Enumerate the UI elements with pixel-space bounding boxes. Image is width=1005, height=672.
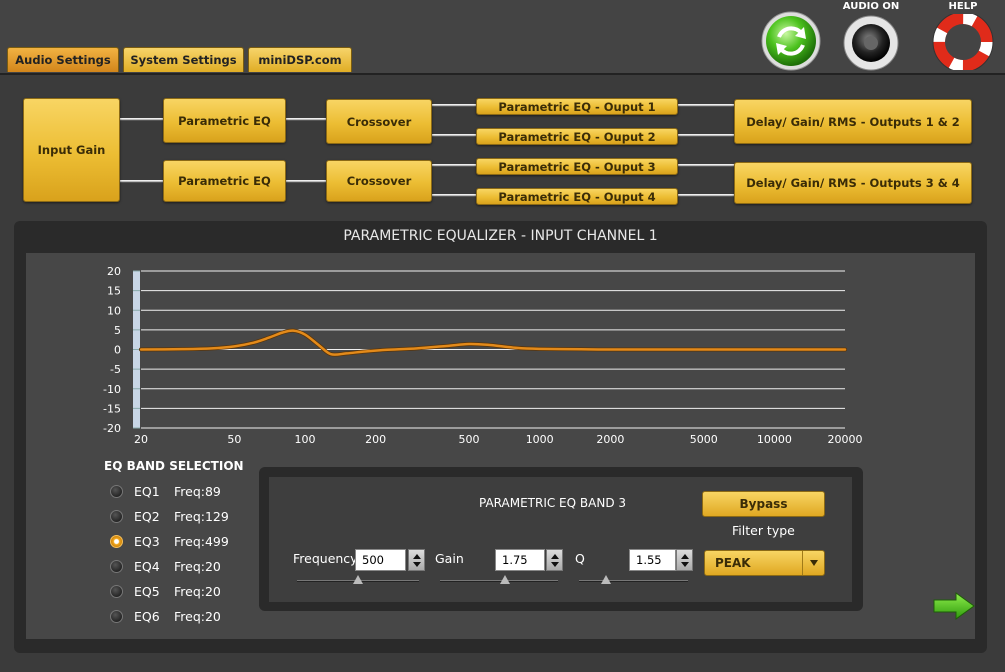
spin-down-icon xyxy=(681,562,689,567)
parametric-eq-output-3-block[interactable]: Parametric EQ - Ouput 3 xyxy=(476,158,678,175)
wire xyxy=(676,164,736,167)
refresh-icon[interactable] xyxy=(760,10,822,72)
band-radio[interactable] xyxy=(110,609,123,623)
filter-type-value: PEAK xyxy=(715,556,751,570)
gain-label: Gain xyxy=(435,551,464,566)
spin-up-icon xyxy=(551,554,559,559)
q-label: Q xyxy=(575,551,585,566)
band-panel-title: PARAMETRIC EQ BAND 3 xyxy=(478,496,627,510)
next-arrow-icon[interactable] xyxy=(932,591,976,621)
gain-slider[interactable] xyxy=(440,580,558,582)
frequency-spinner[interactable] xyxy=(408,549,425,571)
band-frequency: Freq:20 xyxy=(174,583,221,599)
delay-gain-rms-outputs-3-4-block[interactable]: Delay/ Gain/ RMS - Outputs 3 & 4 xyxy=(734,162,972,204)
eq-band-row[interactable]: EQ5 Freq:20 xyxy=(110,582,221,600)
wire xyxy=(676,104,736,107)
spin-up-icon xyxy=(681,554,689,559)
wire xyxy=(432,104,477,107)
parametric-eq-output-4-block[interactable]: Parametric EQ - Ouput 4 xyxy=(476,188,678,205)
tab-minidsp[interactable]: miniDSP.com xyxy=(248,47,352,72)
q-spinner[interactable] xyxy=(676,549,693,571)
speaker-icon[interactable] xyxy=(842,14,900,72)
lifebuoy-help-icon[interactable] xyxy=(932,11,994,73)
audio-on-label: AUDIO ON xyxy=(842,1,900,12)
parametric-eq-block-1[interactable]: Parametric EQ xyxy=(163,98,286,143)
band-radio[interactable] xyxy=(110,584,123,598)
band-radio[interactable] xyxy=(110,559,123,573)
eq-band-selection-title: EQ BAND SELECTION xyxy=(104,459,244,473)
frequency-slider-thumb[interactable] xyxy=(353,575,363,584)
spin-down-icon xyxy=(551,562,559,567)
band-frequency: Freq:20 xyxy=(174,558,221,574)
wire xyxy=(120,180,164,183)
band-radio[interactable] xyxy=(110,534,123,548)
band-frequency: Freq:499 xyxy=(174,533,229,549)
eq-band-row[interactable]: EQ4 Freq:20 xyxy=(110,557,221,575)
crossover-block-2[interactable]: Crossover xyxy=(326,160,432,202)
spin-down-icon xyxy=(413,562,421,567)
band-radio[interactable] xyxy=(110,484,123,498)
wire xyxy=(676,134,736,137)
wire xyxy=(432,194,477,197)
frequency-label: Frequency xyxy=(293,551,358,566)
spin-up-icon xyxy=(413,554,421,559)
band-name: EQ6 xyxy=(134,608,160,624)
q-slider-thumb[interactable] xyxy=(601,575,612,584)
wire xyxy=(432,164,477,167)
wire xyxy=(286,180,328,183)
frequency-input[interactable]: 500 xyxy=(355,549,406,571)
q-input[interactable]: 1.55 xyxy=(629,549,676,571)
band-name: EQ1 xyxy=(134,483,160,499)
help-label: HELP xyxy=(948,1,978,12)
eq-band-row[interactable]: EQ1 Freq:89 xyxy=(110,482,221,500)
wire xyxy=(432,134,477,137)
band-radio[interactable] xyxy=(110,509,123,523)
eq-band-row[interactable]: EQ6 Freq:20 xyxy=(110,607,221,625)
band-name: EQ4 xyxy=(134,558,160,574)
q-slider[interactable] xyxy=(579,580,688,582)
wire xyxy=(676,194,736,197)
tab-system-settings[interactable]: System Settings xyxy=(123,47,244,72)
gain-input[interactable]: 1.75 xyxy=(495,549,545,571)
bypass-button[interactable]: Bypass xyxy=(702,491,825,517)
band-name: EQ2 xyxy=(134,508,160,524)
delay-gain-rms-outputs-1-2-block[interactable]: Delay/ Gain/ RMS - Outputs 1 & 2 xyxy=(734,99,972,144)
parametric-eq-output-1-block[interactable]: Parametric EQ - Ouput 1 xyxy=(476,98,678,115)
wire xyxy=(120,118,164,121)
input-gain-block[interactable]: Input Gain xyxy=(23,98,120,202)
panel-title: PARAMETRIC EQUALIZER - INPUT CHANNEL 1 xyxy=(343,228,658,244)
crossover-block-1[interactable]: Crossover xyxy=(326,99,432,144)
band-frequency: Freq:129 xyxy=(174,508,229,524)
eq-band-row[interactable]: EQ2 Freq:129 xyxy=(110,507,229,525)
band-name: EQ3 xyxy=(134,533,160,549)
band-frequency: Freq:89 xyxy=(174,483,221,499)
wire xyxy=(286,118,328,121)
tab-audio-settings[interactable]: Audio Settings xyxy=(7,47,119,72)
chevron-down-icon xyxy=(802,551,824,575)
eq-band-row[interactable]: EQ3 Freq:499 xyxy=(110,532,229,550)
parametric-eq-output-2-block[interactable]: Parametric EQ - Ouput 2 xyxy=(476,128,678,145)
filter-type-label: Filter type xyxy=(732,523,795,538)
filter-type-dropdown[interactable]: PEAK xyxy=(704,550,825,576)
parametric-eq-block-2[interactable]: Parametric EQ xyxy=(163,160,286,202)
band-name: EQ5 xyxy=(134,583,160,599)
gain-spinner[interactable] xyxy=(546,549,563,571)
band-frequency: Freq:20 xyxy=(174,608,221,624)
gain-slider-thumb[interactable] xyxy=(499,575,510,584)
